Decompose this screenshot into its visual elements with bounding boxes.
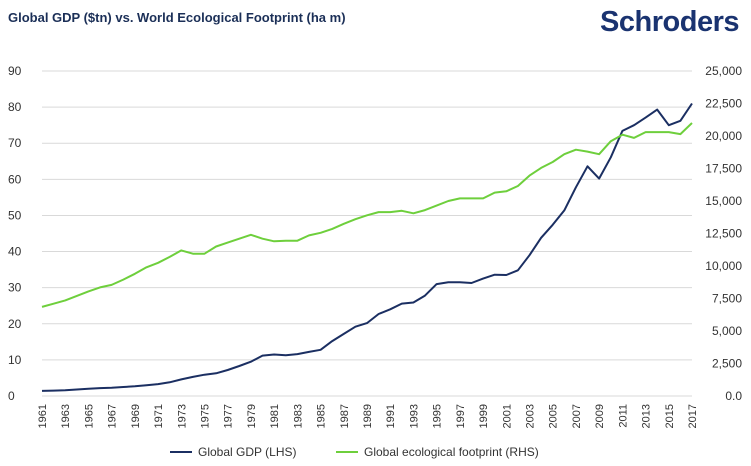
left-tick-label: 20 — [8, 317, 22, 331]
x-tick-label: 1981 — [269, 404, 281, 428]
left-axis-ticks: 0 10 20 30 40 50 60 70 80 90 — [8, 64, 22, 403]
right-tick-label: 20,000 — [705, 129, 742, 143]
left-tick-label: 70 — [8, 136, 22, 150]
x-tick-label: 2015 — [664, 404, 676, 428]
right-tick-label: 10,000 — [705, 259, 742, 273]
x-tick-label: 1989 — [362, 404, 374, 428]
right-tick-label: 12,500 — [705, 227, 742, 241]
x-tick-label: 1993 — [408, 404, 420, 428]
legend-item-footprint: Global ecological footprint (RHS) — [336, 445, 539, 459]
legend-label: Global GDP (LHS) — [198, 445, 296, 459]
x-tick-label: 2003 — [525, 404, 537, 428]
x-tick-label: 1991 — [385, 404, 397, 428]
right-axis-ticks: 0.0 2,500 5,000 7,500 10,000 12,500 15,000 17,5… — [705, 64, 742, 403]
x-tick-label: 2005 — [548, 404, 560, 428]
x-tick-label: 1979 — [246, 404, 258, 428]
right-tick-label: 15,000 — [705, 194, 742, 208]
left-tick-label: 60 — [8, 172, 22, 186]
right-tick-label: 17,500 — [705, 162, 742, 176]
x-tick-label: 1967 — [107, 404, 119, 428]
left-tick-label: 90 — [8, 64, 22, 78]
x-tick-label: 1969 — [130, 404, 142, 428]
right-tick-label: 22,500 — [705, 97, 742, 111]
left-tick-label: 30 — [8, 281, 22, 295]
left-tick-label: 0 — [8, 389, 15, 403]
x-tick-label: 2017 — [687, 404, 699, 428]
x-tick-label: 1971 — [153, 404, 165, 428]
legend: Global GDP (LHS) Global ecological footpr… — [170, 445, 539, 459]
left-tick-label: 50 — [8, 208, 22, 222]
right-tick-label: 0.0 — [725, 389, 742, 403]
series-line-footprint — [41, 122, 693, 308]
gridlines — [42, 70, 692, 397]
x-tick-label: 2007 — [571, 404, 583, 428]
right-tick-label: 25,000 — [705, 64, 742, 78]
x-tick-label: 2009 — [594, 404, 606, 428]
x-axis-ticks: 1961 1963 1965 1967 1969 1971 1973 1975 1977 1979… — [37, 404, 699, 428]
x-tick-label: 1999 — [478, 404, 490, 428]
x-tick-label: 1963 — [60, 404, 72, 428]
legend-label: Global ecological footprint (RHS) — [364, 445, 539, 459]
x-tick-label: 1973 — [176, 404, 188, 428]
x-tick-label: 1977 — [223, 404, 235, 428]
x-tick-label: 1995 — [432, 404, 444, 428]
right-tick-label: 7,500 — [712, 292, 742, 306]
x-tick-label: 2001 — [501, 404, 513, 428]
x-tick-label: 1975 — [200, 404, 212, 428]
x-tick-label: 1997 — [455, 404, 467, 428]
x-tick-label: 1965 — [83, 404, 95, 428]
legend-item-gdp: Global GDP (LHS) — [170, 445, 296, 459]
left-tick-label: 10 — [8, 353, 22, 367]
x-tick-label: 1983 — [292, 404, 304, 428]
chart-title: Global GDP ($tn) vs. World Ecological Fo… — [8, 10, 346, 25]
x-tick-label: 1961 — [37, 404, 49, 428]
right-tick-label: 2,500 — [712, 357, 742, 371]
brand-logo: Schroders — [600, 6, 739, 38]
series-layer — [41, 102, 693, 392]
right-tick-label: 5,000 — [712, 324, 742, 338]
x-tick-label: 1987 — [339, 404, 351, 428]
x-tick-label: 1985 — [316, 404, 328, 428]
x-tick-label: 2013 — [641, 404, 653, 428]
left-tick-label: 80 — [8, 100, 22, 114]
left-tick-label: 40 — [8, 245, 22, 259]
x-tick-label: 2011 — [617, 404, 629, 428]
series-line-gdp — [41, 102, 693, 392]
